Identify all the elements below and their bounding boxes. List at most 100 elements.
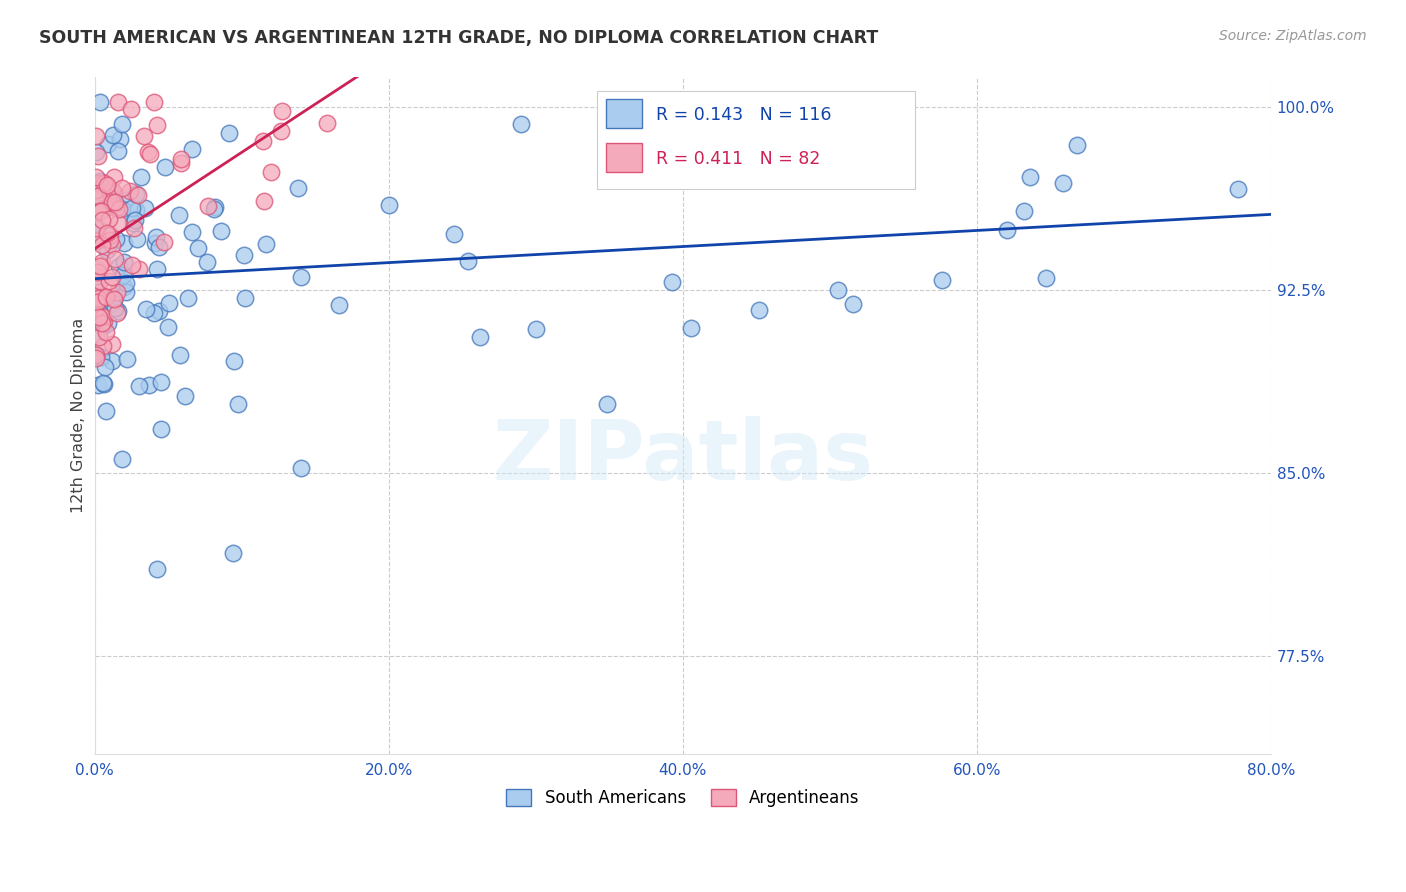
Point xyxy=(87,330,110,344)
Point xyxy=(101,128,124,143)
Point xyxy=(101,195,124,210)
Point xyxy=(94,404,117,418)
Point xyxy=(91,199,114,213)
Point xyxy=(112,235,135,250)
Point xyxy=(84,128,107,143)
Point xyxy=(103,186,125,201)
Point xyxy=(287,181,309,195)
Point xyxy=(93,202,115,216)
Point xyxy=(93,314,115,328)
Point xyxy=(86,274,108,288)
Point xyxy=(90,291,112,305)
Point xyxy=(108,202,131,217)
Point xyxy=(101,183,124,197)
Point xyxy=(93,188,115,202)
Legend: South Americans, Argentineans: South Americans, Argentineans xyxy=(499,782,866,814)
Point xyxy=(86,295,108,310)
Point xyxy=(169,348,191,362)
Point xyxy=(86,327,108,342)
Point xyxy=(94,359,117,374)
Point xyxy=(128,378,150,392)
Point xyxy=(121,216,143,230)
Point xyxy=(89,234,111,248)
Point xyxy=(90,213,112,227)
Point xyxy=(290,461,312,475)
Point xyxy=(121,201,143,215)
Point xyxy=(115,285,138,300)
Point xyxy=(101,296,124,310)
Point xyxy=(97,137,120,152)
Point xyxy=(100,237,122,252)
Point xyxy=(127,188,149,202)
Point xyxy=(136,145,159,160)
Point xyxy=(104,201,127,215)
Point xyxy=(148,240,170,254)
Point xyxy=(104,195,127,210)
Point xyxy=(117,352,139,367)
Point xyxy=(783,95,806,109)
Point xyxy=(87,189,110,203)
Point xyxy=(145,230,167,244)
Point xyxy=(107,305,129,319)
Point xyxy=(148,303,170,318)
Point xyxy=(509,118,531,132)
Point xyxy=(232,247,254,261)
Point xyxy=(91,237,114,252)
Point xyxy=(86,308,108,322)
Point xyxy=(260,165,283,179)
Point xyxy=(1035,271,1057,285)
Point xyxy=(146,261,169,276)
Point xyxy=(842,297,865,311)
Point xyxy=(142,305,165,319)
Point xyxy=(378,198,401,212)
Point xyxy=(138,378,160,392)
Point xyxy=(87,205,110,219)
Point xyxy=(89,274,111,288)
Point xyxy=(87,285,110,300)
Point xyxy=(197,199,219,213)
Y-axis label: 12th Grade, No Diploma: 12th Grade, No Diploma xyxy=(72,318,86,514)
Point xyxy=(89,95,111,109)
Point xyxy=(1066,137,1088,152)
Point xyxy=(827,283,849,297)
Point xyxy=(84,317,107,331)
Point xyxy=(134,202,156,216)
Point xyxy=(84,351,107,365)
Point xyxy=(443,227,465,242)
Point xyxy=(233,291,256,305)
Point xyxy=(468,330,491,344)
Point xyxy=(84,220,107,235)
Point xyxy=(108,132,131,146)
Point xyxy=(152,235,174,249)
Point xyxy=(96,244,118,258)
Point xyxy=(103,292,125,306)
Point xyxy=(145,562,167,576)
Point xyxy=(96,293,118,307)
Point xyxy=(87,265,110,279)
Point xyxy=(103,169,125,184)
Point xyxy=(96,290,118,304)
Point xyxy=(89,204,111,219)
Point xyxy=(222,546,245,560)
Point xyxy=(328,298,350,312)
Point xyxy=(103,293,125,307)
Point xyxy=(89,174,111,188)
Point xyxy=(157,296,180,310)
Point xyxy=(98,212,121,227)
Point xyxy=(167,208,190,222)
Point xyxy=(174,389,197,403)
Point xyxy=(186,241,208,255)
Point xyxy=(271,104,294,119)
Point xyxy=(661,275,683,289)
Point xyxy=(124,203,146,218)
Point xyxy=(252,194,274,208)
Point xyxy=(211,224,233,238)
Point xyxy=(127,232,149,246)
Point xyxy=(149,422,172,436)
Point xyxy=(1052,176,1074,190)
Point xyxy=(104,231,127,245)
Point xyxy=(1018,169,1040,184)
Point xyxy=(176,291,198,305)
Point xyxy=(87,377,110,392)
Point xyxy=(93,376,115,391)
